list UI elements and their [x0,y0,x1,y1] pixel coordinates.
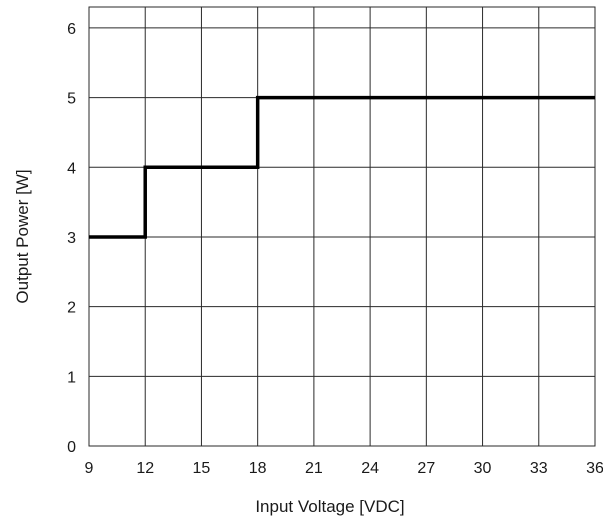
y-tick-label: 4 [67,160,76,177]
x-axis-ticks: 9 12 15 18 21 24 27 30 33 36 [85,460,603,477]
grid [88,7,596,447]
y-axis-title: Output Power [W] [13,169,32,303]
series-layer [89,95,595,239]
x-tick-label: 33 [530,460,548,477]
x-tick-label: 18 [249,460,267,477]
x-tick-label: 27 [417,460,435,477]
x-tick-label: 12 [136,460,154,477]
y-tick-label: 5 [67,91,76,108]
y-tick-label: 6 [67,21,76,38]
series-line [89,95,595,239]
x-tick-label: 24 [361,460,379,477]
x-tick-label: 21 [305,460,323,477]
y-tick-label: 0 [67,439,76,456]
x-tick-label: 15 [193,460,211,477]
y-axis-ticks: 0 1 2 3 4 5 6 [67,21,76,456]
x-axis-title: Input Voltage [VDC] [255,497,404,516]
x-tick-label: 30 [474,460,492,477]
y-tick-label: 2 [67,300,76,317]
x-tick-label: 9 [85,460,94,477]
y-tick-label: 3 [67,230,76,247]
plot-frame [88,6,596,447]
x-tick-label: 36 [586,460,603,477]
y-tick-label: 1 [67,369,76,386]
